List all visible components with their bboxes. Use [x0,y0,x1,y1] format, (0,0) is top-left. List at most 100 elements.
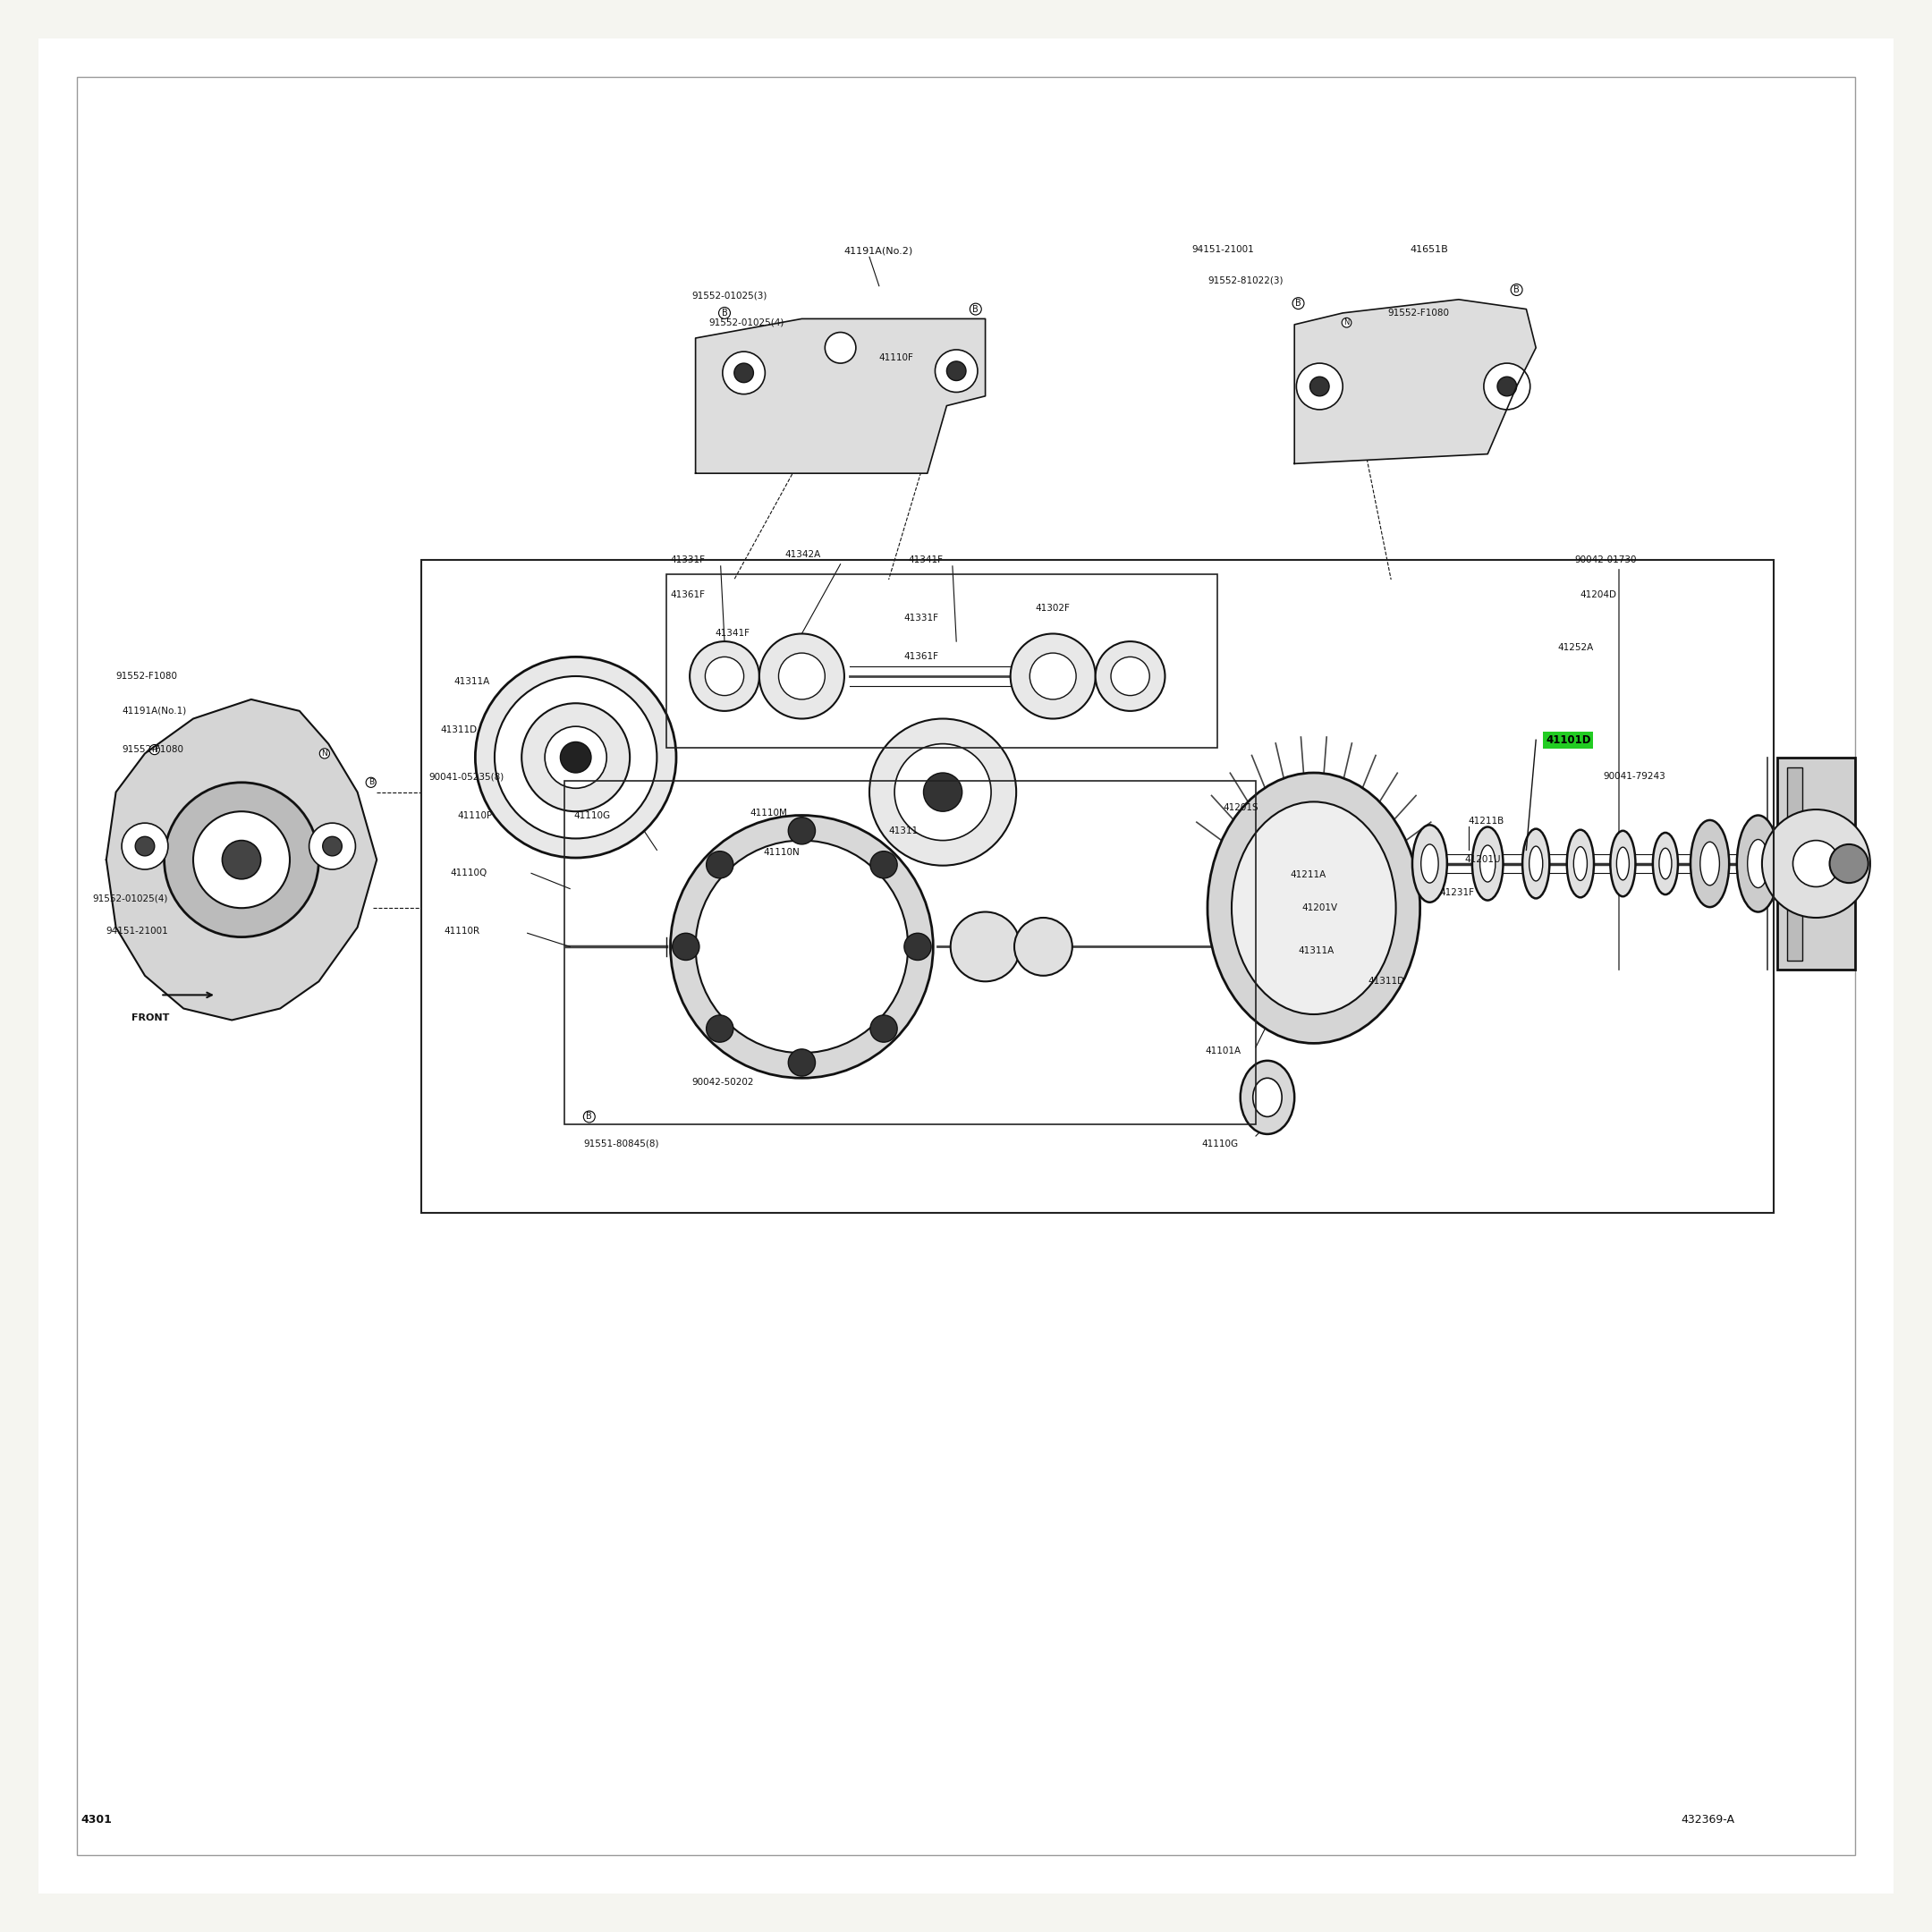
Text: 41101A: 41101A [1206,1047,1242,1055]
Circle shape [1014,918,1072,976]
Ellipse shape [1573,846,1586,881]
Text: B: B [972,305,980,313]
Text: 91551-80845(8): 91551-80845(8) [583,1140,659,1148]
Ellipse shape [1522,829,1549,898]
Circle shape [1484,363,1530,410]
Polygon shape [696,319,985,473]
Text: 41191A(No.2): 41191A(No.2) [844,247,914,255]
Circle shape [951,912,1020,981]
Circle shape [495,676,657,838]
Circle shape [947,361,966,381]
Circle shape [1296,363,1343,410]
Bar [667,574,1217,748]
Circle shape [869,852,896,879]
Circle shape [222,840,261,879]
Text: 91552-81022(3): 91552-81022(3) [1208,276,1283,284]
Circle shape [670,815,933,1078]
Circle shape [705,657,744,696]
Text: 91552-01025(4): 91552-01025(4) [93,895,168,902]
Circle shape [869,719,1016,866]
Text: 41201V: 41201V [1302,904,1339,912]
Circle shape [545,726,607,788]
Circle shape [1310,377,1329,396]
Circle shape [309,823,355,869]
Circle shape [1497,377,1517,396]
Circle shape [1762,810,1870,918]
Text: 41302F: 41302F [1036,605,1070,612]
Text: 41651B: 41651B [1410,245,1449,253]
Circle shape [164,782,319,937]
Text: B: B [1294,299,1302,307]
Text: B: B [369,779,373,786]
Circle shape [475,657,676,858]
Text: 41191A(No.1): 41191A(No.1) [122,707,185,715]
Text: 41341F: 41341F [715,630,750,638]
Text: 91552-F1080: 91552-F1080 [122,746,184,753]
Circle shape [1030,653,1076,699]
Circle shape [560,742,591,773]
Text: 41110N: 41110N [763,848,800,856]
Text: 91552-F1080: 91552-F1080 [116,672,178,680]
Circle shape [522,703,630,811]
Text: 41110M: 41110M [750,810,786,817]
Ellipse shape [1412,825,1447,902]
Text: 41311A: 41311A [1298,947,1335,954]
Ellipse shape [1737,815,1779,912]
Text: B: B [1513,286,1520,294]
Text: 41342A: 41342A [784,551,821,558]
Bar [564,781,1256,1124]
Text: 91552-01025(4): 91552-01025(4) [709,319,784,327]
Text: B: B [585,1113,593,1121]
Circle shape [707,852,734,879]
Ellipse shape [1480,846,1495,881]
Circle shape [1111,657,1150,696]
Text: 41110P: 41110P [458,811,493,819]
Text: 94151-21001: 94151-21001 [1192,245,1254,253]
Text: 90042-01730: 90042-01730 [1575,556,1636,564]
Ellipse shape [1660,848,1671,879]
Circle shape [135,837,155,856]
Ellipse shape [1748,838,1770,889]
Text: 41311D: 41311D [1368,978,1405,985]
Text: 41110G: 41110G [574,811,611,819]
Text: 41252A: 41252A [1557,643,1594,651]
Text: 41101D: 41101D [1546,734,1590,746]
Text: 41311D: 41311D [440,726,477,734]
Circle shape [904,933,931,960]
Text: 4301: 4301 [81,1814,112,1826]
Circle shape [1830,844,1868,883]
Ellipse shape [1617,846,1629,879]
Text: 91552-F1080: 91552-F1080 [1387,309,1449,317]
Text: 90042-50202: 90042-50202 [692,1078,753,1086]
Circle shape [690,641,759,711]
Text: 90041-79243: 90041-79243 [1604,773,1665,781]
Text: FRONT: FRONT [131,1014,170,1022]
Circle shape [935,350,978,392]
Circle shape [1793,840,1839,887]
Text: 41211B: 41211B [1468,817,1505,825]
Circle shape [869,1014,896,1041]
Ellipse shape [1208,773,1420,1043]
Circle shape [707,1014,734,1041]
Circle shape [1010,634,1095,719]
Text: N: N [321,750,328,757]
Ellipse shape [1654,833,1677,895]
Text: 41361F: 41361F [670,591,705,599]
Ellipse shape [1233,802,1397,1014]
Polygon shape [106,699,377,1020]
Circle shape [779,653,825,699]
Bar [1787,767,1803,960]
Bar [421,560,1774,1213]
Ellipse shape [1422,844,1437,883]
Text: B: B [721,309,728,317]
Text: 41201S: 41201S [1223,804,1258,811]
Text: 41331F: 41331F [904,614,939,622]
Text: 41201U: 41201U [1464,856,1501,864]
Circle shape [323,837,342,856]
Ellipse shape [1609,831,1634,896]
Text: 41204D: 41204D [1580,591,1617,599]
Text: 41110G: 41110G [1202,1140,1238,1148]
Ellipse shape [1567,831,1594,896]
Circle shape [193,811,290,908]
Text: 41231F: 41231F [1439,889,1474,896]
